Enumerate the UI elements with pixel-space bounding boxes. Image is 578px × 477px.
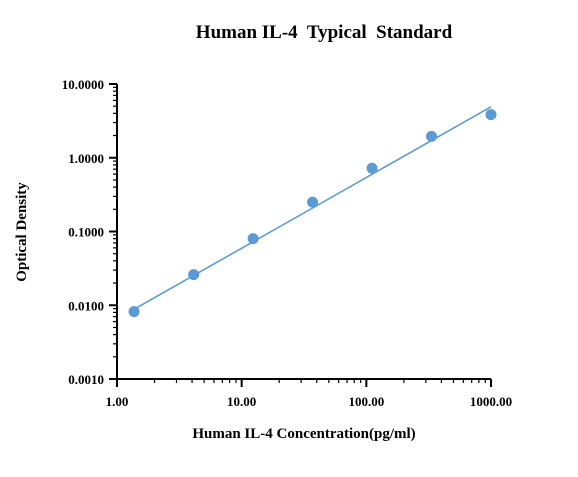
- y-tick-label: 0.0010: [68, 372, 104, 387]
- y-tick-label: 0.1000: [68, 225, 104, 240]
- x-tick-label: 1000.00: [470, 394, 512, 409]
- y-tick-label: 10.0000: [62, 77, 104, 92]
- x-tick-label: 100.00: [348, 394, 384, 409]
- data-point: [247, 233, 259, 245]
- y-tick-label: 0.0100: [68, 298, 104, 313]
- axes: [109, 83, 492, 387]
- data-point: [188, 269, 200, 281]
- data-point: [426, 130, 438, 142]
- y-tick-label: 1.0000: [68, 151, 104, 166]
- tick-labels-group: 1.00 10.00 100.00 1000.00 0.0010 0.0100 0.1000…: [62, 77, 512, 409]
- fit-line-group: [133, 106, 492, 310]
- y-axis-label: Optical Density: [14, 182, 30, 282]
- data-point: [128, 306, 140, 318]
- data-points-group: [128, 109, 497, 318]
- data-point: [307, 196, 319, 208]
- x-axis-label: Human IL-4 Concentration(pg/ml): [192, 426, 415, 442]
- fit-line: [133, 106, 492, 310]
- x-tick-label: 1.00: [106, 394, 129, 409]
- data-point: [366, 162, 378, 174]
- x-tick-label: 10.00: [227, 394, 256, 409]
- data-point: [485, 109, 497, 121]
- chart-title: Human IL-4 Typical Standard: [196, 22, 453, 43]
